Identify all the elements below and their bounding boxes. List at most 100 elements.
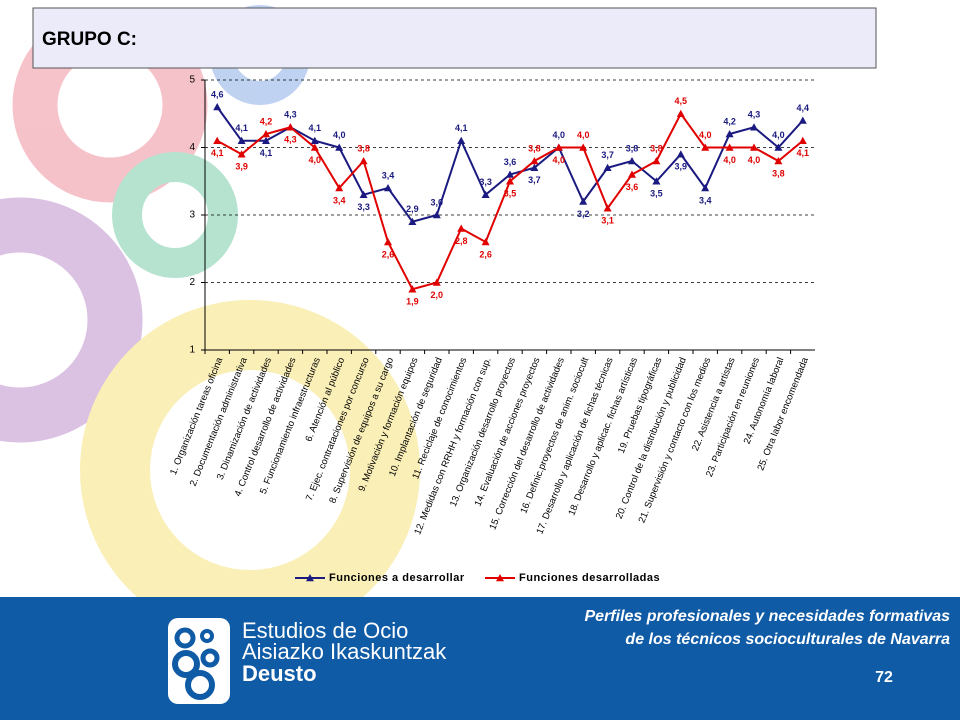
marker <box>530 163 539 171</box>
data-label: 4,0 <box>748 155 761 165</box>
data-label: 2,6 <box>382 249 395 259</box>
data-label: 1,9 <box>406 297 419 307</box>
marker <box>213 103 222 111</box>
data-label: 4,0 <box>772 130 785 140</box>
marker <box>750 143 758 151</box>
title-box <box>32 7 877 69</box>
y-tick-label: 2 <box>189 277 195 288</box>
logo-text: Aisiazko Ikaskuntzak <box>242 639 447 664</box>
marker <box>286 123 295 131</box>
marker <box>237 136 246 144</box>
data-label: 2,9 <box>406 204 419 214</box>
marker <box>408 285 417 293</box>
marker <box>579 197 588 205</box>
data-label: 3,4 <box>382 170 395 180</box>
marker <box>628 157 636 165</box>
data-label: 3,6 <box>504 157 517 167</box>
data-label: 3,5 <box>650 189 663 199</box>
data-label: 2,6 <box>479 249 492 259</box>
marker <box>774 157 783 165</box>
marker <box>457 136 466 144</box>
data-label: 3,2 <box>577 209 590 219</box>
marker <box>408 217 417 225</box>
caption: de los técnicos socioculturales de Navar… <box>625 631 950 648</box>
data-label: 4,0 <box>699 130 712 140</box>
marker <box>798 136 807 144</box>
marker <box>310 136 319 144</box>
legend-label: Funciones a desarrollar <box>329 572 465 584</box>
marker <box>359 157 368 165</box>
data-label: 4,1 <box>235 123 248 133</box>
marker <box>750 123 758 131</box>
marker <box>652 157 661 165</box>
data-label: 3,8 <box>772 168 785 178</box>
marker <box>603 163 612 171</box>
marker <box>530 157 539 165</box>
data-label: 3,9 <box>235 162 248 172</box>
marker <box>481 238 490 246</box>
marker <box>359 190 368 198</box>
y-tick-label: 5 <box>189 75 195 86</box>
marker <box>237 150 246 158</box>
data-label: 4,0 <box>723 155 736 165</box>
marker <box>798 116 807 124</box>
data-label: 3,7 <box>528 175 541 185</box>
marker <box>506 170 514 178</box>
data-label: 4,2 <box>723 116 736 126</box>
data-label: 4,1 <box>260 148 273 158</box>
data-label: 3,8 <box>650 143 663 153</box>
data-label: 4,0 <box>577 130 590 140</box>
legend-label: Funciones desarrolladas <box>519 572 660 584</box>
marker <box>481 190 490 198</box>
data-label: 3,1 <box>601 216 614 226</box>
data-label: 3,8 <box>528 143 541 153</box>
marker <box>628 170 636 178</box>
data-label: 3,0 <box>431 197 444 207</box>
marker <box>384 238 392 246</box>
logo-mark <box>168 618 230 704</box>
marker <box>335 184 344 192</box>
data-label: 3,8 <box>357 143 370 153</box>
marker <box>310 143 319 151</box>
data-label: 4,3 <box>748 110 761 120</box>
caption: Perfiles profesionales y necesidades for… <box>585 608 951 625</box>
page-number: 72 <box>875 669 893 686</box>
marker <box>676 150 685 158</box>
marker <box>262 130 270 138</box>
data-label: 3,4 <box>699 195 712 205</box>
data-label: 4,6 <box>211 89 224 99</box>
marker <box>384 184 392 192</box>
marker <box>262 136 270 144</box>
marker <box>213 136 222 144</box>
marker <box>457 224 466 232</box>
data-label: 3,3 <box>357 202 370 212</box>
data-label: 4,0 <box>553 130 566 140</box>
data-label: 4,1 <box>797 148 810 158</box>
marker <box>676 109 685 117</box>
data-label: 3,7 <box>601 150 614 160</box>
marker <box>701 184 710 192</box>
data-label: 2,8 <box>455 236 468 246</box>
marker <box>432 278 441 286</box>
marker <box>701 143 710 151</box>
marker <box>579 143 588 151</box>
marker <box>603 204 612 212</box>
marker <box>554 143 563 151</box>
marker <box>725 130 734 138</box>
data-label: 4,0 <box>309 155 322 165</box>
logo-text: Deusto <box>242 661 317 686</box>
data-label: 4,0 <box>553 155 566 165</box>
data-label: 4,3 <box>284 135 297 145</box>
data-label: 3,6 <box>626 182 639 192</box>
data-label: 4,4 <box>797 103 810 113</box>
data-label: 4,1 <box>309 123 322 133</box>
data-label: 3,4 <box>333 195 346 205</box>
footer-band <box>0 597 960 720</box>
data-label: 2,0 <box>431 290 444 300</box>
data-label: 4,2 <box>260 116 273 126</box>
data-label: 3,3 <box>479 177 492 187</box>
data-label: 3,9 <box>675 162 688 172</box>
data-label: 4,1 <box>455 123 468 133</box>
data-label: 3,8 <box>626 143 639 153</box>
marker <box>506 177 514 185</box>
